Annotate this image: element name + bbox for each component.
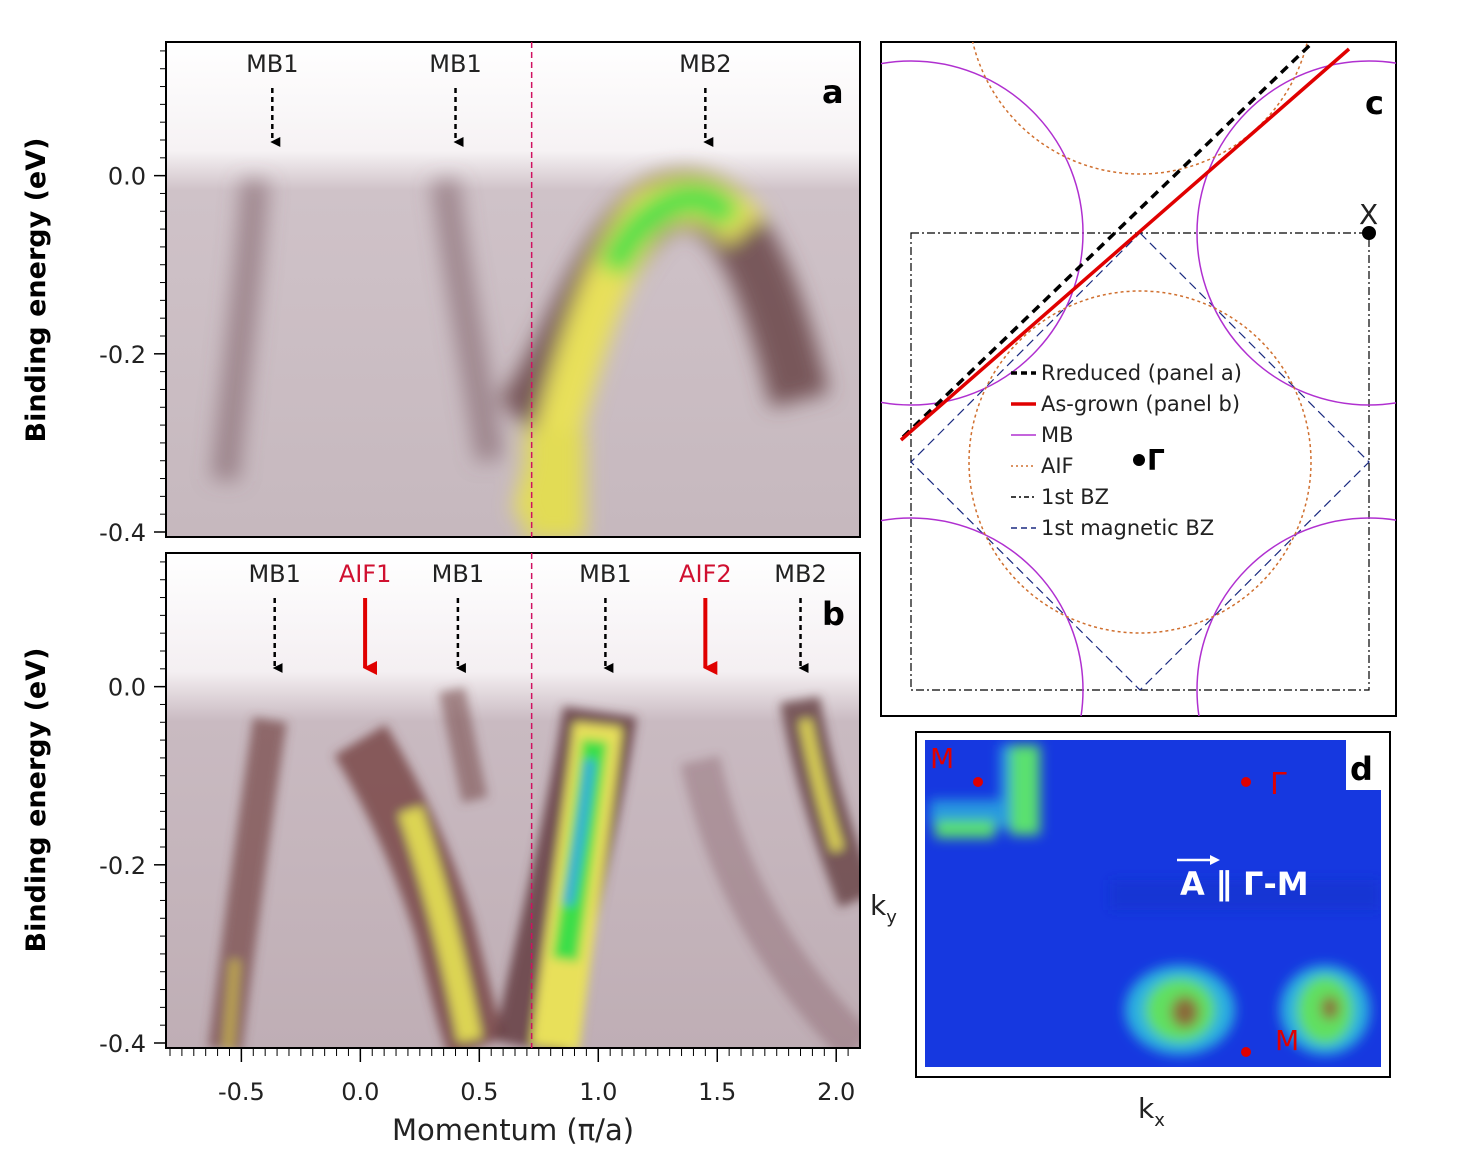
gamma-label: Γ: [1147, 444, 1165, 477]
arrow-label: AIF2: [679, 560, 732, 588]
panel-a-intensity: [211, 169, 830, 537]
panel-d-letter-box: [1346, 740, 1381, 790]
as-grown-cut-line: [899, 47, 1351, 442]
panel-b-frame: [165, 552, 861, 1049]
gamma-label: Γ: [1270, 767, 1287, 802]
mb-circle: [1196, 517, 1396, 716]
panel-d-annotation: A ∥ Γ-M: [1180, 865, 1309, 903]
panel-b-letter: b: [822, 595, 845, 633]
panel-b-x-title: Momentum (π/a): [392, 1113, 634, 1147]
x-tick-label: -0.5: [218, 1078, 265, 1106]
y-tick-label: -0.2: [99, 852, 146, 880]
x-tick-label: 1.5: [698, 1078, 736, 1106]
y-tick-label: 0.0: [108, 674, 146, 702]
panel-b-intensity: [208, 687, 860, 1048]
arrow-label: MB1: [429, 50, 481, 78]
panel-c-letter: c: [1365, 84, 1384, 122]
m-point: [973, 777, 983, 787]
panel-d-y-title: ky: [870, 889, 897, 928]
m-point: [1241, 1047, 1251, 1057]
legend-label: Rreduced (panel a): [1041, 361, 1242, 385]
legend-label: MB: [1041, 423, 1074, 447]
y-tick-label: -0.2: [99, 341, 146, 369]
aif-circle: [971, 42, 1309, 175]
panel-b-y-title: Binding energy (eV): [21, 648, 52, 953]
aif-circle: [968, 290, 1312, 634]
reduced-cut-line: [901, 42, 1313, 439]
x-tick-label: 0.0: [341, 1078, 379, 1106]
panel-b: 0.0-0.2-0.4 -0.5 0.0 0.5 1.0 1.5 2.0 MB1 AIF1 M…: [21, 552, 861, 1147]
panel-c: Γ X c Rreduced (panel a) As-grown (panel …: [880, 41, 1397, 717]
panel-d-intensity: [930, 745, 1380, 1055]
mb-circle: [1196, 60, 1396, 406]
arrow-label: MB1: [246, 50, 298, 78]
arrow-label: AIF1: [339, 560, 392, 588]
panel-a-y-title: Binding energy (eV): [21, 138, 52, 443]
vector-a-arrowhead: [1210, 855, 1220, 865]
panel-a-y-axis: 0.0 -0.2 -0.4: [99, 50, 166, 547]
legend-label: 1st BZ: [1041, 485, 1109, 509]
arrow-label: MB1: [248, 560, 300, 588]
panel-c-frame: [880, 41, 1397, 717]
y-tick-label: 0.0: [108, 163, 146, 191]
arrow-label: MB1: [579, 560, 631, 588]
y-tick-label: -0.4: [99, 1030, 146, 1058]
panel-d-letter: d: [1350, 750, 1373, 788]
gamma-point: [1133, 454, 1145, 466]
panel-a-letter: a: [822, 73, 844, 111]
m-bottom-label: M: [1275, 1024, 1299, 1057]
arrow-label: MB1: [432, 560, 484, 588]
y-tick-label: -0.4: [99, 519, 146, 547]
gamma-point: [1241, 777, 1251, 787]
m-top-label: M: [930, 742, 954, 775]
magnetic-bz: [910, 232, 1370, 691]
x-label: X: [1359, 198, 1378, 231]
panel-d-x-title: kx: [1138, 1092, 1165, 1131]
panel-b-x-axis: -0.5 0.0 0.5 1.0 1.5 2.0: [169, 1048, 855, 1106]
panel-c-legend: Rreduced (panel a) As-grown (panel b) MB AI…: [1011, 361, 1242, 540]
x-tick-label: 2.0: [817, 1078, 855, 1106]
x-tick-label: 0.5: [460, 1078, 498, 1106]
arrow-label: MB2: [679, 50, 731, 78]
x-point: [1362, 226, 1376, 240]
legend-label: AIF: [1041, 454, 1074, 478]
arrow-label: MB2: [774, 560, 826, 588]
panel-b-arrows: MB1 AIF1 MB1 MB1 AIF2 MB2: [248, 560, 827, 675]
panel-b-y-axis: 0.0 -0.2 -0.4: [99, 561, 166, 1058]
mb-circle: [881, 517, 1084, 716]
panel-a-arrows: MB1 MB1 MB2: [246, 50, 732, 147]
legend-label: 1st magnetic BZ: [1041, 516, 1214, 540]
mb-circle: [881, 60, 1084, 406]
panel-d: d M Γ M A ∥ Γ-M ky kx: [870, 731, 1391, 1131]
panel-a-frame: [165, 41, 861, 538]
legend-label: As-grown (panel b): [1041, 392, 1240, 416]
panel-a: 0.0 -0.2 -0.4 MB1 MB1 MB2 a Binding energy (…: [21, 41, 861, 547]
panel-c-geometry: [881, 42, 1396, 716]
x-tick-label: 1.0: [579, 1078, 617, 1106]
